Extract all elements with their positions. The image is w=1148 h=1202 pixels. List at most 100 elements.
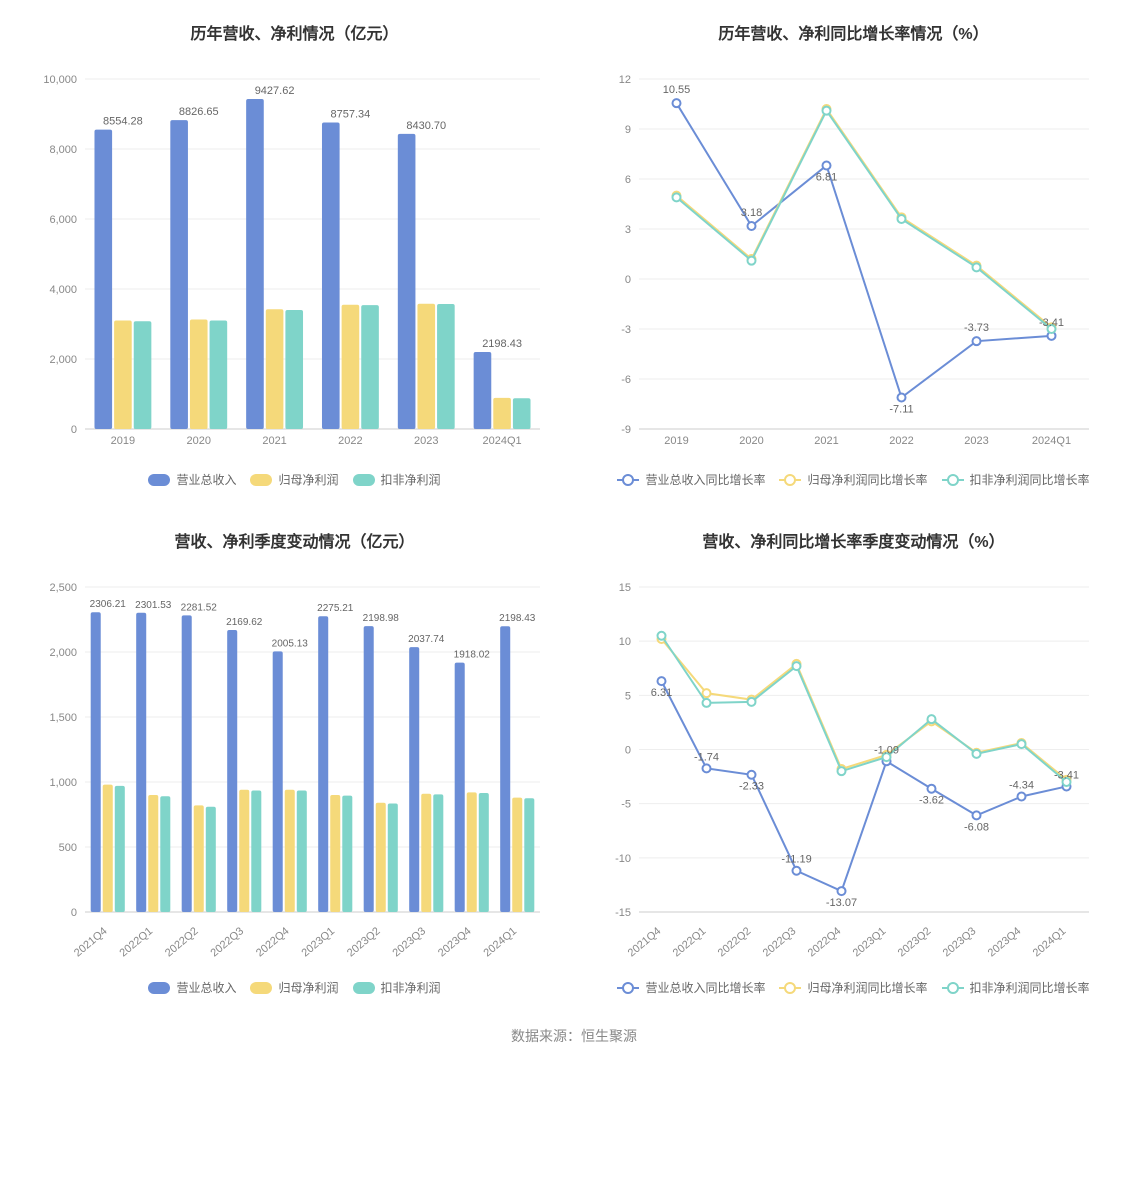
- svg-text:8826.65: 8826.65: [179, 106, 219, 118]
- svg-text:2023: 2023: [964, 435, 988, 447]
- svg-text:2021: 2021: [262, 435, 286, 447]
- svg-text:2301.53: 2301.53: [135, 600, 172, 611]
- svg-text:-2.33: -2.33: [739, 781, 764, 793]
- svg-text:2022Q3: 2022Q3: [761, 925, 799, 959]
- svg-text:2022Q4: 2022Q4: [254, 925, 292, 959]
- svg-text:2023Q3: 2023Q3: [390, 925, 428, 959]
- svg-text:2022Q4: 2022Q4: [806, 925, 844, 959]
- svg-text:2022: 2022: [338, 435, 362, 447]
- legend-label: 归母净利润: [278, 979, 338, 996]
- svg-text:2,000: 2,000: [49, 647, 77, 659]
- svg-text:15: 15: [619, 582, 631, 594]
- chart-annual-growth: 历年营收、净利同比增长率情况（%） -9-6-30369122019202020…: [589, 20, 1118, 488]
- svg-text:10: 10: [619, 636, 631, 648]
- svg-text:3.18: 3.18: [741, 207, 762, 219]
- legend-label: 营业总收入同比增长率: [645, 471, 765, 488]
- legend-label: 营业总收入同比增长率: [645, 979, 765, 996]
- svg-text:-3.41: -3.41: [1054, 769, 1079, 781]
- svg-text:500: 500: [59, 842, 77, 854]
- legend-swatch: [779, 479, 801, 481]
- legend-item: 扣非净利润同比增长率: [942, 471, 1090, 488]
- svg-text:-4.34: -4.34: [1009, 780, 1034, 792]
- svg-text:2023Q4: 2023Q4: [986, 925, 1024, 959]
- svg-text:12: 12: [619, 74, 631, 86]
- svg-text:2023: 2023: [414, 435, 438, 447]
- chart-title: 历年营收、净利同比增长率情况（%）: [589, 20, 1118, 44]
- svg-text:-13.07: -13.07: [826, 897, 857, 909]
- chart-legend: 营业总收入同比增长率 归母净利润同比增长率扣非净利润同比增长率: [589, 979, 1118, 996]
- chart-quarterly-growth: 营收、净利同比增长率季度变动情况（%） -15-10-50510152021Q4…: [589, 528, 1118, 996]
- svg-text:1,500: 1,500: [49, 712, 77, 724]
- legend-swatch: [148, 474, 170, 486]
- svg-text:2019: 2019: [111, 435, 135, 447]
- svg-text:-3: -3: [621, 324, 631, 336]
- svg-text:2022Q1: 2022Q1: [117, 925, 155, 959]
- svg-text:10,000: 10,000: [43, 74, 77, 86]
- svg-text:2306.21: 2306.21: [90, 599, 127, 610]
- data-source-text: 数据来源：恒生聚源: [30, 1026, 1118, 1046]
- svg-text:2005.13: 2005.13: [272, 638, 309, 649]
- legend-item: 扣非净利润同比增长率: [942, 979, 1090, 996]
- legend-swatch: [779, 987, 801, 989]
- svg-text:-11.19: -11.19: [781, 854, 811, 866]
- svg-text:0: 0: [625, 274, 631, 286]
- svg-text:1918.02: 1918.02: [454, 650, 491, 661]
- legend-item: 归母净利润: [250, 979, 338, 996]
- legend-item: 归母净利润: [250, 471, 338, 488]
- svg-text:2037.74: 2037.74: [408, 634, 445, 645]
- svg-text:10.55: 10.55: [663, 84, 691, 96]
- svg-text:0: 0: [625, 745, 631, 757]
- svg-text:6.31: 6.31: [651, 687, 672, 699]
- svg-text:8430.70: 8430.70: [406, 120, 446, 132]
- legend-swatch: [250, 474, 272, 486]
- svg-text:-3.41: -3.41: [1039, 317, 1064, 329]
- svg-text:-1.74: -1.74: [694, 751, 719, 763]
- svg-text:-6: -6: [621, 374, 631, 386]
- chart-title: 营收、净利季度变动情况（亿元）: [30, 528, 559, 552]
- legend-swatch: [250, 982, 272, 994]
- legend-label: 归母净利润同比增长率: [807, 979, 927, 996]
- svg-text:3: 3: [625, 224, 631, 236]
- svg-text:2023Q4: 2023Q4: [436, 925, 474, 959]
- legend-label: 营业总收入: [176, 471, 236, 488]
- svg-text:6: 6: [625, 174, 631, 186]
- svg-text:8,000: 8,000: [49, 144, 77, 156]
- legend-swatch: [942, 987, 964, 989]
- legend-label: 扣非净利润: [381, 979, 441, 996]
- svg-text:2021Q4: 2021Q4: [626, 925, 664, 959]
- legend-swatch: [353, 474, 375, 486]
- svg-text:2022: 2022: [889, 435, 913, 447]
- svg-text:6.81: 6.81: [816, 172, 837, 184]
- legend-label: 归母净利润同比增长率: [807, 471, 927, 488]
- legend-item: 归母净利润同比增长率: [779, 471, 927, 488]
- svg-text:0: 0: [71, 907, 77, 919]
- chart-title: 历年营收、净利情况（亿元）: [30, 20, 559, 44]
- svg-text:-3.62: -3.62: [919, 795, 944, 807]
- svg-text:2023Q1: 2023Q1: [299, 925, 337, 959]
- chart-quarterly-revenue: 营收、净利季度变动情况（亿元） 05001,0001,5002,0002,500…: [30, 528, 559, 996]
- bar-chart-svg: 05001,0001,5002,0002,5002306.212021Q4230…: [30, 567, 550, 967]
- legend-item: 扣非净利润: [353, 471, 441, 488]
- legend-label: 营业总收入: [176, 979, 236, 996]
- svg-text:0: 0: [71, 424, 77, 436]
- svg-text:2022Q1: 2022Q1: [671, 925, 709, 959]
- line-chart-svg: -15-10-50510152021Q42022Q12022Q22022Q320…: [589, 567, 1109, 967]
- svg-text:9: 9: [625, 124, 631, 136]
- legend-label: 扣非净利润: [381, 471, 441, 488]
- svg-text:8554.28: 8554.28: [103, 116, 143, 128]
- legend-item: 营业总收入: [148, 471, 236, 488]
- svg-text:2275.21: 2275.21: [317, 603, 354, 614]
- svg-text:2,000: 2,000: [49, 354, 77, 366]
- svg-text:2022Q2: 2022Q2: [716, 925, 754, 959]
- legend-swatch: [148, 982, 170, 994]
- svg-text:2198.98: 2198.98: [363, 613, 400, 624]
- svg-text:5: 5: [625, 690, 631, 702]
- chart-legend: 营业总收入 归母净利润 扣非净利润: [30, 979, 559, 996]
- svg-text:2281.52: 2281.52: [181, 602, 218, 613]
- legend-item: 扣非净利润: [353, 979, 441, 996]
- bar-chart-svg: 02,0004,0006,0008,00010,0008554.28201988…: [30, 59, 550, 459]
- svg-text:2024Q1: 2024Q1: [1031, 925, 1069, 959]
- svg-text:2021Q4: 2021Q4: [72, 925, 110, 959]
- svg-text:2024Q1: 2024Q1: [483, 435, 522, 447]
- legend-item: 营业总收入同比增长率: [617, 471, 765, 488]
